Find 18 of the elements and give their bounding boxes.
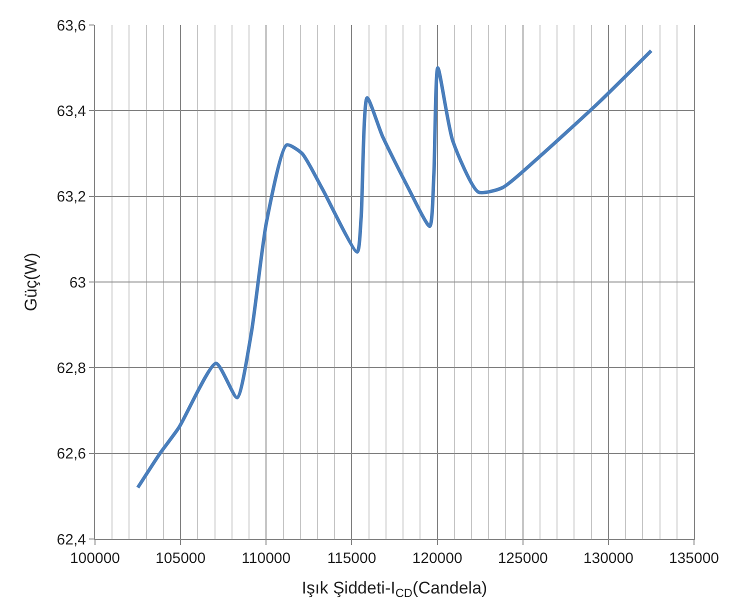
x-tick-label: 125000 (498, 550, 548, 567)
y-tick-label: 62,8 (56, 360, 86, 377)
y-tick-label: 63 (69, 274, 86, 292)
y-tick-label: 62,4 (56, 531, 86, 548)
x-tick-label: 105000 (156, 550, 206, 567)
y-axis-title: Güç(W) (21, 252, 40, 312)
x-tick-label: 135000 (668, 550, 720, 567)
y-tick-label: 63,4 (56, 102, 86, 120)
x-axis-title: Işık Şiddeti-I$_{CD}$(Candela) (302, 578, 488, 600)
line-series (136, 48, 653, 490)
x-tick-label: 115000 (327, 550, 376, 567)
x-tick-label: 100000 (70, 550, 120, 567)
x-tick-label: 130000 (583, 550, 634, 567)
y-tick-label: 63,2 (56, 188, 86, 206)
x-tick-label: 120000 (412, 550, 462, 567)
y-tick-label: 63,6 (56, 17, 86, 34)
y-tick-label: 62,6 (56, 446, 86, 463)
x-tick-label: 110000 (242, 550, 291, 567)
